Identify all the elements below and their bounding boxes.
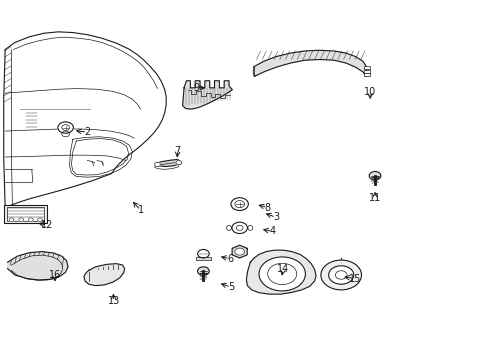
Text: 9: 9 (193, 83, 199, 93)
Circle shape (259, 257, 305, 291)
Bar (364, 73, 369, 76)
Text: 6: 6 (226, 254, 233, 264)
Circle shape (154, 162, 160, 167)
Circle shape (197, 267, 209, 275)
Text: 1: 1 (137, 205, 143, 215)
Circle shape (231, 222, 247, 234)
Polygon shape (8, 252, 68, 280)
Circle shape (320, 260, 361, 290)
Circle shape (176, 161, 181, 165)
Text: 7: 7 (174, 146, 181, 156)
Ellipse shape (226, 225, 231, 230)
Bar (364, 66, 369, 69)
Circle shape (368, 171, 380, 180)
Ellipse shape (247, 225, 252, 230)
Text: 11: 11 (368, 193, 380, 203)
Text: 15: 15 (348, 274, 360, 284)
Text: 8: 8 (264, 203, 270, 213)
Circle shape (38, 218, 42, 221)
Text: 2: 2 (84, 127, 90, 137)
Text: 12: 12 (41, 220, 53, 230)
Text: 4: 4 (269, 226, 275, 237)
Bar (364, 70, 369, 73)
Circle shape (328, 266, 353, 284)
Circle shape (28, 218, 33, 221)
Polygon shape (84, 264, 124, 285)
Text: 13: 13 (108, 296, 120, 306)
Circle shape (61, 131, 69, 137)
Circle shape (58, 122, 73, 133)
Text: 16: 16 (49, 270, 61, 280)
Circle shape (9, 218, 14, 221)
Circle shape (197, 249, 209, 258)
Bar (195, 257, 211, 260)
Bar (7, 207, 44, 221)
Text: 14: 14 (277, 264, 289, 274)
Bar (4, 205, 47, 223)
Text: 3: 3 (272, 212, 279, 222)
Text: 5: 5 (227, 282, 234, 292)
Polygon shape (254, 50, 366, 77)
Circle shape (230, 198, 248, 211)
Polygon shape (232, 245, 247, 258)
Text: 10: 10 (364, 87, 376, 97)
Polygon shape (182, 81, 232, 109)
Circle shape (234, 248, 244, 255)
Polygon shape (246, 250, 315, 294)
Circle shape (19, 218, 23, 221)
Polygon shape (155, 159, 180, 167)
